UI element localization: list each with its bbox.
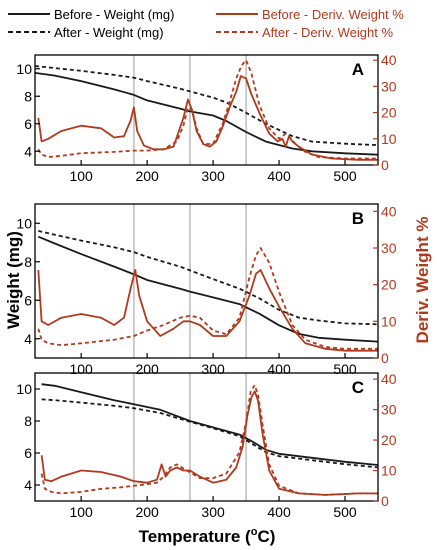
panel-b-y-left-tick-label: 8: [24, 254, 32, 270]
panel-a-label: A: [352, 60, 364, 79]
panel-b-x-tick-label: 400: [267, 361, 291, 377]
panel-a-y-right-tick-label: 30: [381, 78, 397, 94]
legend-label-after-weight: After - Weight (mg): [54, 25, 164, 40]
x-axis-title-unit: C): [257, 527, 275, 546]
panel-c-series-after-weight-mg: [41, 398, 378, 469]
panel-a-x-tick-label: 200: [135, 168, 159, 184]
legend-entry-before-deriv: Before - Deriv. Weight %: [216, 7, 404, 22]
panel-b-x-tick-label: 300: [201, 361, 225, 377]
panel-a-x-tick-label: 100: [69, 168, 93, 184]
panel-b-y-right-tick-label: 40: [381, 203, 397, 219]
panel-c-label: C: [352, 378, 364, 397]
panel-a-y-left-tick-label: 6: [24, 116, 32, 132]
panel-b-y-right-tick-label: 20: [381, 277, 397, 293]
panel-c-y-left-tick-label: 4: [24, 477, 32, 493]
panel-a-y-right-tick-label: 10: [381, 131, 397, 147]
panel-c-x-tick-label: 500: [333, 504, 357, 520]
panel-a-y-left-tick-label: 4: [24, 143, 32, 159]
panel-c-y-right-tick-label: 0: [381, 493, 389, 509]
panel-a-x-tick-label: 300: [201, 168, 225, 184]
legend-entry-before-weight: Before - Weight (mg): [8, 7, 174, 22]
panel-a-x-tick-label: 500: [333, 168, 357, 184]
panel-c-y-right-tick-label: 40: [381, 371, 397, 387]
panel-b-series-before-deriv-weight: [37, 269, 378, 352]
panel-a-x-tick-label: 400: [267, 168, 291, 184]
y-axis-title-left: Weight (mg): [4, 231, 23, 329]
panel-a-y-left-tick-label: 8: [24, 88, 32, 104]
legend-entry-after-weight: After - Weight (mg): [8, 25, 164, 40]
panel-b-y-left-tick-label: 4: [24, 331, 32, 347]
panel-b-label: B: [352, 209, 364, 228]
panel-b-y-right-tick-label: 0: [381, 350, 389, 366]
panel-c-y-right-tick-label: 20: [381, 432, 397, 448]
x-axis-title: Temperature (oC): [139, 526, 276, 546]
legend-label-after-deriv: After - Deriv. Weight %: [262, 25, 393, 40]
legend-label-before-deriv: Before - Deriv. Weight %: [262, 7, 404, 22]
panel-b-x-tick-label: 500: [333, 361, 357, 377]
panel-b-x-tick-label: 100: [69, 361, 93, 377]
legend-entry-after-deriv: After - Deriv. Weight %: [216, 25, 393, 40]
panel-c-y-right-tick-label: 10: [381, 463, 397, 479]
panel-c-x-tick-label: 200: [135, 504, 159, 520]
panel-a-y-right-tick-label: 0: [381, 157, 389, 173]
panel-c-x-tick-label: 100: [69, 504, 93, 520]
panel-a-series-before-weight-mg: [35, 72, 378, 156]
legend-label-before-weight: Before - Weight (mg): [54, 7, 174, 22]
panel-a-series-before-deriv-weight: [37, 75, 378, 161]
y-axis-title-right: Deriv. Weight %: [413, 217, 432, 344]
panel-c-y-right-tick-label: 30: [381, 402, 397, 418]
panel-c-x-tick-label: 300: [201, 504, 225, 520]
x-axis-title-degree: o: [251, 526, 258, 538]
panel-a-y-left-tick-label: 10: [16, 61, 32, 77]
panel-c-frame: [34, 372, 379, 502]
panel-c-x-tick-label: 400: [267, 504, 291, 520]
panel-a-y-right-tick-label: 20: [381, 105, 397, 121]
panel-a-series-after-deriv-weight: [37, 59, 378, 160]
panel-c-y-left-tick-label: 8: [24, 413, 32, 429]
panel-b-frame: [34, 203, 379, 359]
panel-c-series-after-deriv-weight: [40, 384, 378, 496]
panel-b-x-tick-label: 200: [135, 361, 159, 377]
panel-b-series-after-deriv-weight: [37, 247, 378, 350]
legend: Before - Weight (mg) After - Weight (mg)…: [8, 7, 404, 40]
panel-b-y-left-tick-label: 6: [24, 292, 32, 308]
panel-a-y-right-tick-label: 40: [381, 52, 397, 68]
panel-b-series-before-weight-mg: [37, 235, 378, 343]
panel-a-series-after-weight-mg: [35, 65, 378, 146]
panel-c-y-left-tick-label: 10: [16, 381, 32, 397]
panel-c-y-left-tick-label: 6: [24, 445, 32, 461]
panel-b-y-right-tick-label: 30: [381, 240, 397, 256]
panel-c-series-before-weight-mg: [41, 383, 378, 466]
panel-c-series-before-deriv-weight: [40, 390, 378, 496]
x-axis-title-main: Temperature (: [139, 527, 251, 546]
panel-b-y-right-tick-label: 10: [381, 313, 397, 329]
panel-b-series-after-weight-mg: [38, 230, 378, 326]
panel-a-frame: [34, 54, 379, 166]
panel-b-y-left-tick-label: 10: [16, 215, 32, 231]
